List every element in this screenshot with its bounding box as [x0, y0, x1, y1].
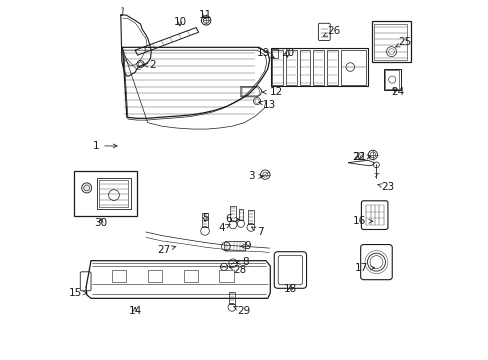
- Bar: [384, 70, 399, 89]
- Text: 8: 8: [236, 257, 249, 267]
- Bar: [271, 49, 277, 58]
- Text: 19: 19: [257, 48, 274, 58]
- Bar: [272, 50, 283, 85]
- Bar: [326, 50, 337, 85]
- Text: 14: 14: [128, 306, 142, 316]
- Bar: [247, 210, 253, 224]
- Text: 26: 26: [323, 26, 340, 36]
- Circle shape: [81, 183, 92, 193]
- Text: 5: 5: [202, 213, 208, 222]
- Bar: [271, 48, 367, 86]
- Bar: [112, 270, 126, 282]
- Bar: [373, 24, 407, 60]
- Bar: [202, 213, 207, 227]
- Text: 11: 11: [198, 10, 211, 20]
- Text: 17: 17: [354, 263, 374, 273]
- Text: 29: 29: [233, 306, 250, 316]
- Bar: [97, 178, 131, 210]
- Bar: [299, 50, 310, 85]
- Bar: [383, 69, 400, 90]
- Text: 7: 7: [251, 227, 263, 237]
- Text: 6: 6: [225, 215, 239, 224]
- Bar: [74, 171, 137, 216]
- Text: 28: 28: [229, 265, 246, 275]
- Bar: [371, 21, 410, 62]
- Bar: [99, 180, 128, 207]
- Text: 20: 20: [281, 48, 293, 58]
- Bar: [183, 270, 198, 282]
- Text: 9: 9: [241, 241, 251, 251]
- Text: 15: 15: [69, 288, 87, 298]
- Bar: [341, 50, 365, 85]
- Bar: [230, 206, 235, 221]
- Bar: [313, 50, 324, 85]
- Text: 23: 23: [377, 182, 393, 192]
- Text: 27: 27: [158, 245, 175, 255]
- Text: 4: 4: [218, 224, 230, 233]
- Text: 24: 24: [391, 87, 404, 97]
- Text: 22: 22: [352, 152, 365, 162]
- Bar: [285, 50, 296, 85]
- Text: 16: 16: [352, 216, 372, 226]
- Text: 3: 3: [248, 171, 262, 181]
- Text: 30: 30: [94, 218, 107, 228]
- Text: 1: 1: [92, 141, 117, 151]
- Text: 12: 12: [262, 87, 282, 97]
- Text: 21: 21: [352, 152, 370, 162]
- Bar: [238, 210, 243, 220]
- Bar: [219, 270, 233, 282]
- Bar: [147, 270, 162, 282]
- Bar: [228, 292, 234, 304]
- Text: 10: 10: [173, 17, 186, 27]
- Text: 18: 18: [283, 284, 296, 294]
- Text: 2: 2: [143, 60, 156, 70]
- Text: 13: 13: [259, 100, 275, 110]
- Text: 25: 25: [395, 37, 411, 47]
